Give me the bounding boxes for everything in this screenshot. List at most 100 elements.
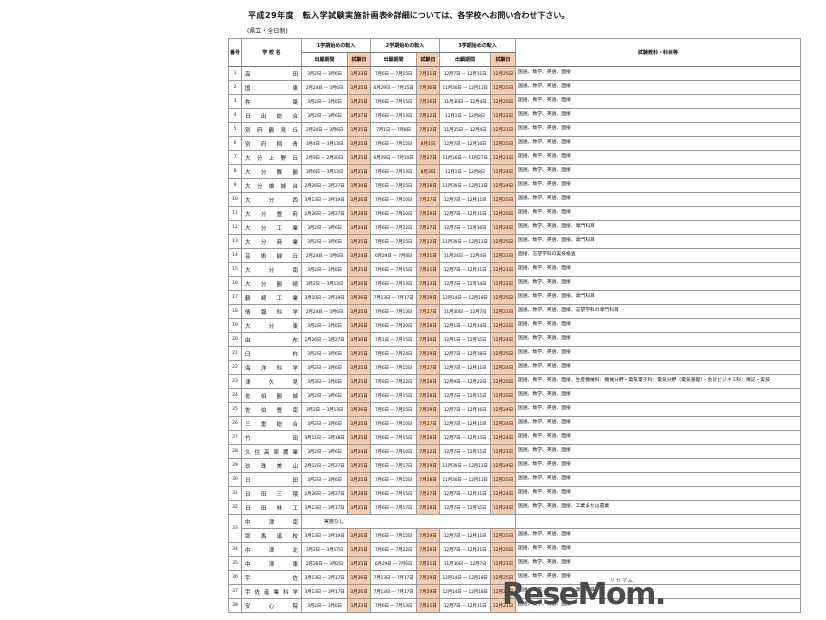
- exam-date-term1: 3月26日: [346, 402, 372, 417]
- row-number: 5: [228, 122, 242, 137]
- exam-date-term1: 3月26日: [346, 570, 372, 585]
- exam-date-term1: 3月25日: [346, 122, 372, 137]
- table-row: 38 安 心 院 3月2日 — 3月6日 3月23日 7月6日 — 7月13日 7月21日…: [228, 598, 802, 613]
- application-period-term1: 3月2日 — 3月6日: [301, 598, 348, 613]
- exam-date-term1: 3月25日: [346, 346, 372, 361]
- header-application-period-term2: 出願期間: [370, 52, 418, 67]
- no-exam-note: 実施なし: [300, 514, 517, 529]
- exam-date-term1: 3月24日: [346, 220, 372, 235]
- school-name: 宇佐産業科学: [241, 584, 302, 599]
- application-period-term2: 7月6日 — 7月15日: [370, 402, 418, 417]
- table-row: 20 由 布 2月26日 — 3月27日 3月30日 7月1日 — 7月15日 7月30日…: [228, 332, 802, 347]
- row-number: 14: [228, 248, 242, 263]
- application-period-term3: 12月7日 — 12月15日: [439, 430, 492, 445]
- exam-date-term3: 12月25日: [490, 570, 517, 585]
- exam-subjects: 国語、数学、英語、面接: [515, 178, 802, 193]
- exam-subjects: 国語、数学、英語、面接: [515, 318, 802, 333]
- school-name: 日 田: [241, 472, 302, 487]
- exam-subjects: 国語、数学、英語、面接: [515, 458, 802, 473]
- exam-date-term2: 8月1日: [416, 136, 441, 151]
- exam-date-term3: 12月21日: [490, 150, 517, 165]
- header-exam-date-term1: 試験日: [346, 52, 372, 67]
- exam-date-term2: 7月27日: [416, 220, 441, 235]
- exam-date-term3: 12月21日: [490, 122, 517, 137]
- application-period-term1: 2月26日 — 3月27日: [301, 206, 348, 221]
- exam-date-term2: 7月21日: [416, 262, 441, 277]
- application-period-term1: 3月6日 — 3月13日: [301, 164, 348, 179]
- exam-date-term2: 7月28日: [416, 542, 441, 557]
- table-header: 番号 学 校 名 1学期始めの転入 2学期始めの転入 3学期始めの転入 試験教科…: [228, 38, 802, 67]
- application-period-term1: 3月13日 — 3月19日: [301, 192, 348, 207]
- exam-subjects: 国語、数学、英語、面接: [515, 430, 802, 445]
- school-name: 高 田: [241, 66, 302, 81]
- application-period-term2: 7月1日 — 7月15日: [370, 332, 418, 347]
- exam-date-term2: 7月29日: [416, 206, 441, 221]
- exam-date-term1: 3月26日: [346, 584, 372, 599]
- table-row: 14 芸 術 緑 丘 2月24日 — 3月6日 3月24日 6月29日 — 7月8日 7月…: [228, 248, 802, 263]
- application-period-term2: 7月6日 — 7月13日: [370, 598, 418, 613]
- exam-date-term2: 7月29日: [416, 584, 441, 599]
- exam-date-term2: 7月29日: [416, 402, 441, 417]
- exam-date-term2: 7月21日: [416, 66, 441, 81]
- exam-date-term1: 3月25日: [346, 458, 372, 473]
- application-period-term3: 11月30日 — 12月4日: [439, 94, 492, 109]
- application-period-term2: 7月6日 — 7月24日: [370, 346, 418, 361]
- exam-date-term2: 7月28日: [416, 388, 441, 403]
- application-period-term2: 7月6日 — 7月15日: [370, 136, 418, 151]
- application-period-term1: 3月2日 — 3月6日: [301, 66, 348, 81]
- school-name: 中 津 南: [241, 514, 302, 529]
- application-period-term3: 12月7日 — 12月16日: [439, 220, 492, 235]
- exam-date-term1: 3月25日: [346, 234, 372, 249]
- table-row: 27 竹 田 3月11日 — 3月18日 3月25日 7月6日 — 7月15日 7月28日…: [228, 430, 802, 445]
- exam-date-term1: 3月28日: [346, 206, 372, 221]
- exam-date-term3: 12月21日: [490, 598, 517, 613]
- application-period-term3: 12月7日 — 12月21日: [439, 542, 492, 557]
- school-name: 中 津 東: [241, 556, 302, 571]
- school-name: 宇 佐: [241, 570, 302, 585]
- header-term1: 1学期始めの転入: [300, 38, 372, 53]
- application-period-term2: 7月6日 — 7月15日: [370, 430, 418, 445]
- table-row: 24 佐 伯 鶴 城 3月2日 — 3月6日 3月25日 7月6日 — 7月15日 7月2…: [228, 388, 802, 403]
- application-period-term3: 11月30日 — 12月11日: [439, 472, 492, 487]
- table-row: 13 大 分 商 業 3月2日 — 3月6日 3月25日 7月6日 — 7月15日 7月2…: [228, 234, 802, 249]
- exam-date-term3: 12月24日: [490, 178, 517, 193]
- exam-date-term1: 3月25日: [346, 262, 372, 277]
- application-period-term3: 12月7日 — 12月11日: [439, 262, 492, 277]
- row-number: 31: [228, 486, 242, 501]
- row-number: 6: [228, 136, 242, 151]
- exam-date-term3: 12月25日: [490, 388, 517, 403]
- header-application-period-term3: 出願期間: [439, 52, 492, 67]
- application-period-term2: 7月6日 — 7月22日: [370, 542, 418, 557]
- header-exam-date-term2: 試験日: [416, 52, 441, 67]
- application-period-term2: 7月6日 — 7月15日: [370, 528, 418, 543]
- application-period-term1: 2月24日 — 3月6日: [301, 304, 348, 319]
- exam-date-term2: 7月27日: [416, 486, 441, 501]
- school-name: 臼 杵: [241, 346, 302, 361]
- exam-subjects: 国語、数学、英語、面接: [515, 388, 802, 403]
- application-period-term3: 12月7日 — 12月15日: [439, 500, 492, 515]
- exam-date-term2: 7月28日: [416, 500, 441, 515]
- exam-date-term3: 12月25日: [490, 528, 517, 543]
- exam-date-term2: 7月26日: [416, 94, 441, 109]
- exam-subjects: 面接、志望学科の実技検査: [515, 248, 802, 263]
- exam-subjects: 国語、数学、英語、面接: [515, 472, 802, 487]
- exam-date-term1: 3月25日: [346, 360, 372, 375]
- exam-date-term3: 12月24日: [490, 332, 517, 347]
- exam-date-term2: 7月22日: [416, 122, 441, 137]
- exam-date-term2: 7月28日: [416, 318, 441, 333]
- application-period-term2: 7月6日 — 7月15日: [370, 94, 418, 109]
- exam-subjects: 国語、数学、英語、面接: [515, 262, 802, 277]
- exam-date-term2: 7月30日: [416, 80, 441, 95]
- application-period-term2: 7月6日 — 7月15日: [370, 472, 418, 487]
- school-name: 安 心 院: [241, 598, 302, 613]
- exam-date-term2: 7月29日: [416, 346, 441, 361]
- application-period-term3: 12月7日 — 12月11日: [439, 444, 492, 459]
- row-number: 1: [228, 66, 242, 81]
- exam-date-term1: 3月28日: [346, 486, 372, 501]
- application-period-term1: 3月2日 — 3月13日: [301, 402, 348, 417]
- application-period-term1: 3月13日 — 3月17日: [301, 570, 348, 585]
